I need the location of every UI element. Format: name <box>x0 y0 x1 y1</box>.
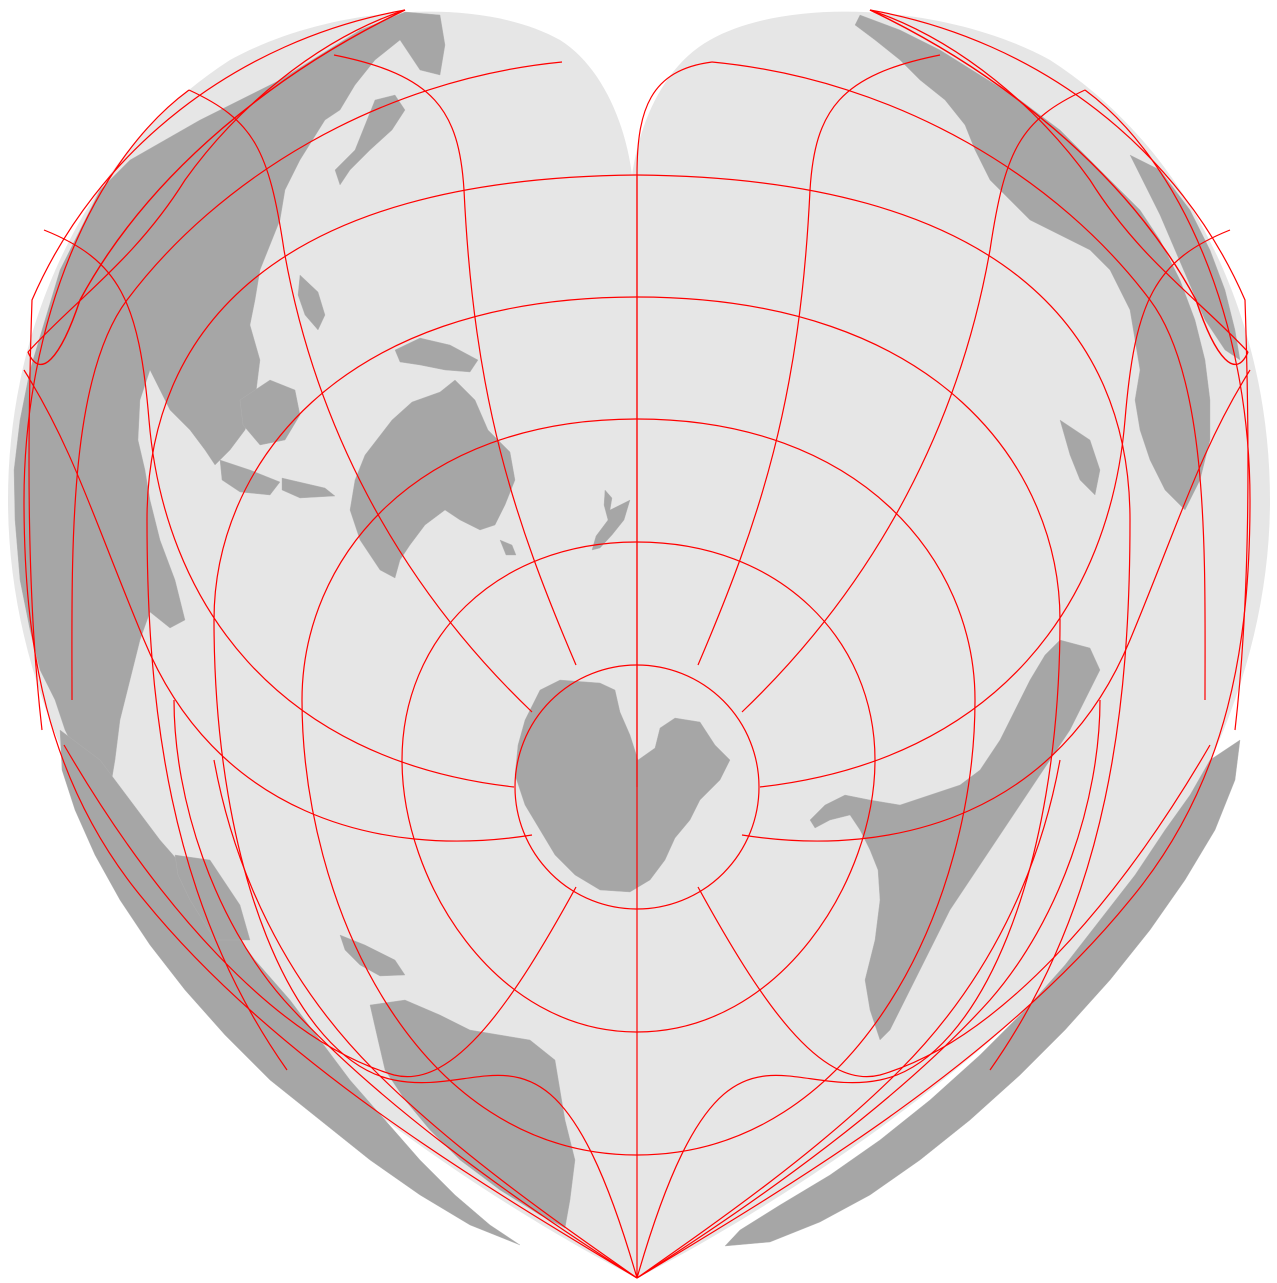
philippines-land <box>297 274 326 331</box>
atlantic-land <box>724 739 1241 1247</box>
parallel-30s <box>71 61 1206 701</box>
japan-land <box>334 94 406 186</box>
meridian-mid-west <box>213 759 638 1279</box>
land-layer <box>13 11 1241 1247</box>
meridian-120w <box>23 369 533 842</box>
equator <box>27 9 1249 365</box>
australia-land <box>349 379 516 579</box>
meridian-90e <box>759 229 1231 788</box>
meridian-90w <box>43 229 515 788</box>
parallel-50s <box>213 296 1061 1279</box>
antarctica-land <box>514 679 731 893</box>
africa-land <box>369 999 576 1229</box>
parallel-10s-east <box>869 9 1249 353</box>
meridian-outer-east <box>636 89 1251 1279</box>
tasmania-land <box>499 539 517 556</box>
meridian-inner-east <box>636 699 1101 1279</box>
borneo-land <box>239 379 301 446</box>
meridian-120e <box>741 369 1251 842</box>
meridian-outer-west <box>23 89 638 1279</box>
meridian-60w <box>188 89 533 713</box>
sumatra-land <box>219 459 281 496</box>
meridian-0 <box>636 61 713 1278</box>
sphere-outline <box>8 11 1270 1279</box>
north-america-land <box>854 14 1211 511</box>
arabia-land <box>174 854 251 941</box>
meridian-mid-east <box>636 759 1061 1279</box>
madagascar-land <box>339 934 406 977</box>
meridian-inner-west <box>173 699 638 1279</box>
asia-land <box>13 11 446 791</box>
parallel-20s <box>28 9 1249 731</box>
meridian-60e <box>741 89 1086 713</box>
meridian-30w <box>333 54 577 666</box>
java-land <box>281 477 336 499</box>
new-guinea-land <box>394 337 479 373</box>
new-zealand-land <box>591 489 631 551</box>
south-america-land <box>809 639 1101 1041</box>
parallel-40s <box>146 174 1131 1071</box>
graticule-layer <box>23 9 1251 1279</box>
meridian-30e <box>697 54 941 666</box>
parallel-10s-west <box>27 9 406 353</box>
greenland-land <box>1129 154 1241 361</box>
central-america-land <box>1059 419 1101 496</box>
